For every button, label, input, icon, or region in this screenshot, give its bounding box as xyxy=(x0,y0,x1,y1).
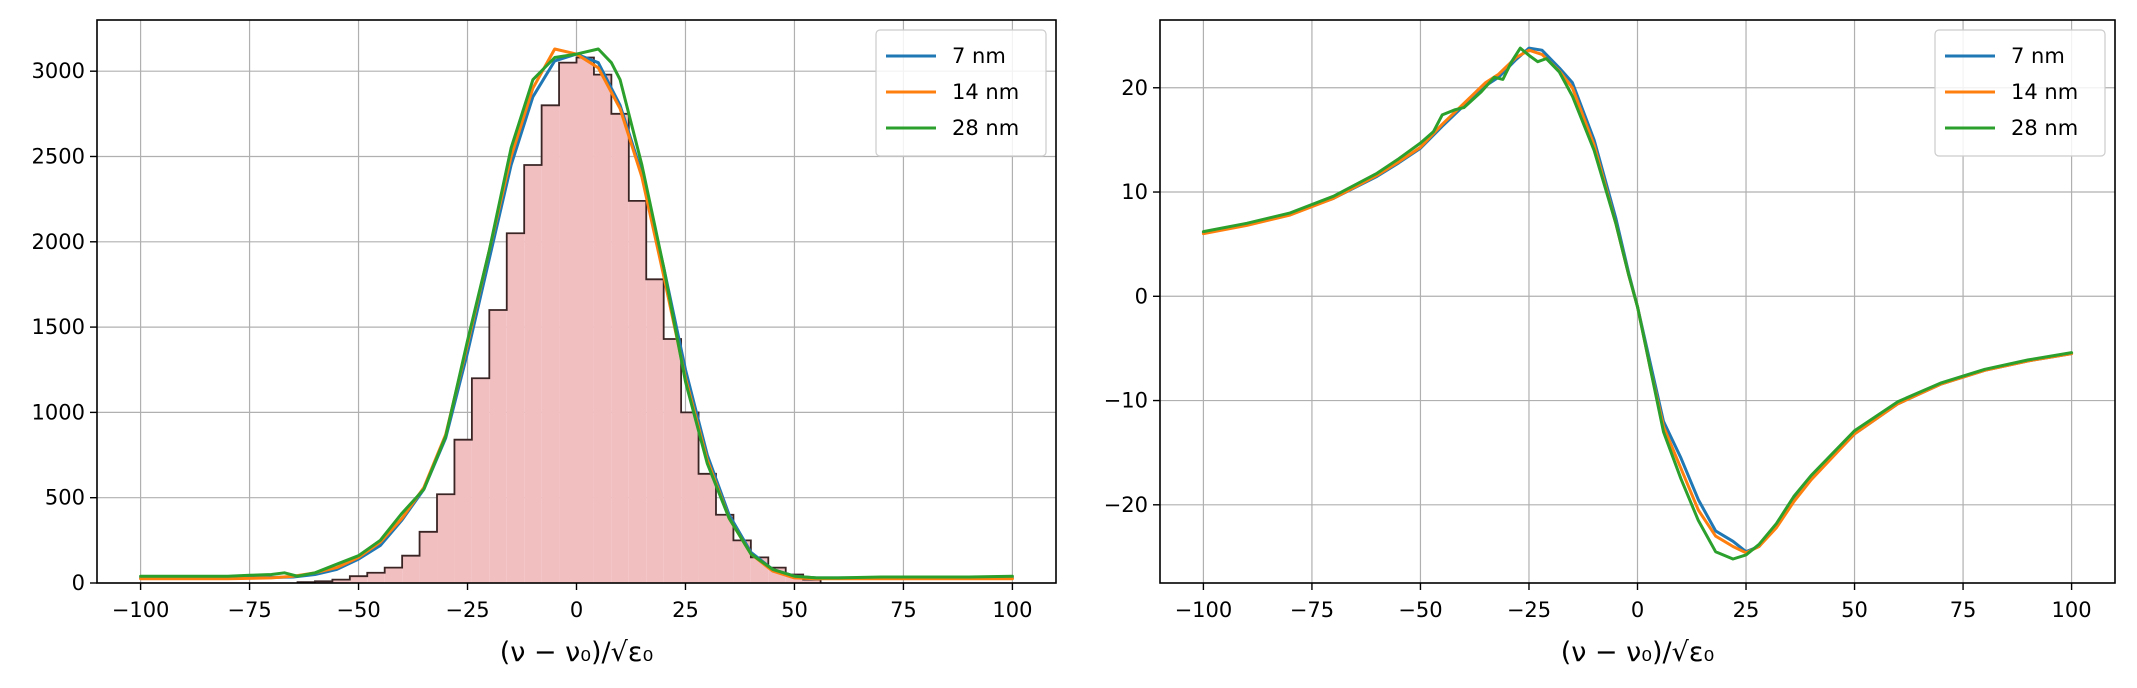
legend-label: 14 nm xyxy=(2011,80,2078,104)
legend-label: 28 nm xyxy=(952,116,1019,140)
histogram-bar xyxy=(489,310,507,583)
legend: 7 nm 14 nm 28 nm xyxy=(875,29,1047,157)
histogram-bar xyxy=(628,200,647,583)
y-tick-label: 0 xyxy=(1135,284,1148,308)
x-tick-label: 75 xyxy=(890,598,917,622)
series-lines xyxy=(1201,46,2074,561)
x-tick-label: −25 xyxy=(445,598,489,622)
x-tick-label: −25 xyxy=(1507,598,1551,622)
x-tick-label: 50 xyxy=(781,598,808,622)
histogram-bar xyxy=(349,576,368,583)
x-tick-label: −100 xyxy=(1175,598,1233,622)
legend-label: 28 nm xyxy=(2011,116,2078,140)
histogram-bar xyxy=(733,540,751,583)
histogram-bar xyxy=(402,555,420,583)
x-axis-label: (ν − ν₀)/√ε₀ xyxy=(500,637,654,668)
y-tick-label: −20 xyxy=(1104,493,1148,517)
histogram-bar xyxy=(419,531,438,583)
x-tick-label: −75 xyxy=(227,598,271,622)
histogram-bar xyxy=(506,233,525,583)
histogram-bar xyxy=(541,105,560,583)
legend-box xyxy=(875,29,1047,157)
histogram-bar xyxy=(663,339,682,583)
series-line-28-nm xyxy=(139,47,1014,580)
y-tick-label: 3000 xyxy=(32,59,85,83)
x-tick-label: 100 xyxy=(2052,598,2092,622)
x-tick-label: 0 xyxy=(1631,598,1644,622)
x-tick-label: 0 xyxy=(570,598,583,622)
histogram-bars xyxy=(296,56,822,583)
histogram-bar xyxy=(646,279,664,583)
histogram-bar xyxy=(559,62,577,583)
histogram-bar xyxy=(367,572,385,583)
series-line-28-nm xyxy=(1201,46,2074,561)
histogram-outline xyxy=(296,56,822,583)
histogram-bar xyxy=(715,514,734,583)
x-tick-label: 75 xyxy=(1950,598,1977,622)
histogram-bar xyxy=(698,473,716,583)
axis-ticks: −100 −75 −50 −25 0 25 50 75 10005001000150020002… xyxy=(32,59,1033,622)
x-tick-label: −100 xyxy=(112,598,170,622)
y-tick-label: 2000 xyxy=(32,230,85,254)
legend-label: 14 nm xyxy=(952,80,1019,104)
histogram-bar xyxy=(576,57,594,583)
legend-label: 7 nm xyxy=(952,44,1006,68)
histogram-panel: −100 −75 −50 −25 0 25 50 75 10005001000150020002… xyxy=(32,19,1057,668)
x-tick-label: 100 xyxy=(992,598,1032,622)
histogram-bar xyxy=(593,74,612,583)
histogram-bar xyxy=(437,494,455,583)
y-tick-label: 0 xyxy=(72,571,85,595)
legend: 7 nm 14 nm 28 nm xyxy=(1934,29,2106,157)
histogram-bar xyxy=(471,378,490,583)
histogram-bar xyxy=(803,579,821,583)
x-tick-label: 25 xyxy=(1733,598,1760,622)
histogram-bar xyxy=(454,439,472,583)
y-tick-label: −10 xyxy=(1104,389,1148,413)
x-axis-label: (ν − ν₀)/√ε₀ xyxy=(1561,637,1715,668)
histogram-bar xyxy=(384,567,403,583)
histogram-bar xyxy=(332,579,350,583)
histogram-bar xyxy=(524,165,542,583)
legend-label: 7 nm xyxy=(2011,44,2065,68)
y-tick-label: 1500 xyxy=(32,315,85,339)
y-tick-label: 20 xyxy=(1121,76,1148,100)
x-tick-label: −50 xyxy=(1398,598,1442,622)
series-lines xyxy=(139,47,1014,581)
legend-box xyxy=(1934,29,2106,157)
x-tick-label: −75 xyxy=(1290,598,1334,622)
y-tick-label: 10 xyxy=(1121,180,1148,204)
histogram-bar xyxy=(681,412,699,583)
x-tick-label: 50 xyxy=(1841,598,1868,622)
y-tick-label: 500 xyxy=(45,486,85,510)
histogram-bar xyxy=(611,113,629,583)
x-tick-label: −50 xyxy=(336,598,380,622)
y-tick-label: 1000 xyxy=(32,400,85,424)
x-tick-label: 25 xyxy=(672,598,699,622)
y-tick-label: 2500 xyxy=(32,144,85,168)
